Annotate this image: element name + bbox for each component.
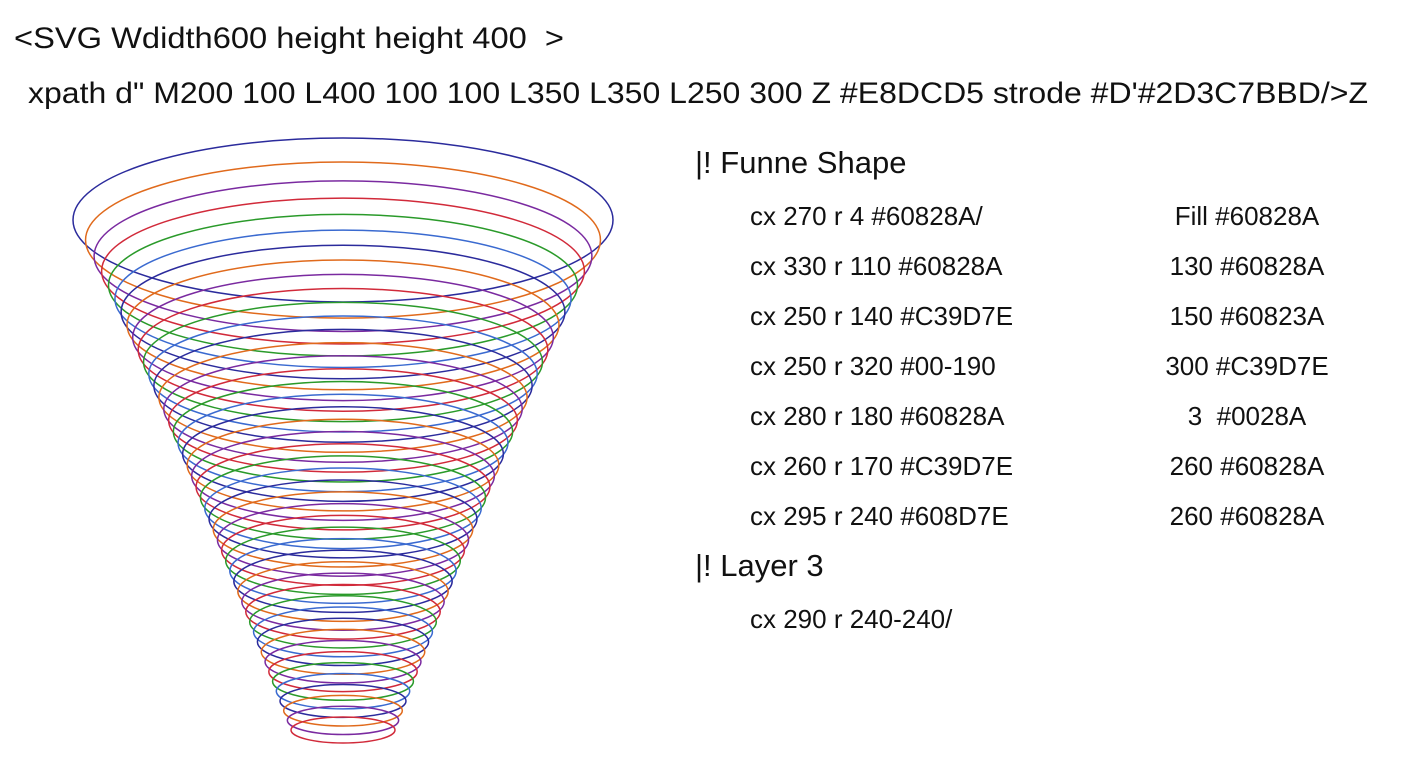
code-line: <SVG Wdidth600 height height 400 > — [14, 22, 564, 55]
funnel-ring — [120, 244, 566, 380]
row-right: 3 #0028A — [1188, 401, 1307, 431]
row-right: 260 #60828A — [1170, 501, 1325, 531]
row-left: cx 280 r 180 #60828A — [750, 401, 1005, 431]
funnel-ring — [252, 606, 434, 658]
funnel-ring — [114, 229, 572, 369]
row-right: 260 #60828A — [1170, 451, 1325, 481]
funnel-ring — [245, 583, 441, 640]
funnel-ring — [204, 467, 482, 550]
funnel-ring — [126, 259, 560, 391]
funnel-ring — [220, 514, 466, 587]
funnel-ring — [131, 273, 555, 402]
funnel-ring — [93, 180, 593, 333]
funnel-ring — [84, 161, 602, 319]
funnel-ring — [216, 502, 470, 577]
funnel-ring — [167, 367, 519, 473]
funnel-ring — [237, 560, 449, 623]
funnel-ring — [268, 650, 418, 693]
funnel-ring — [212, 491, 474, 568]
funnel — [72, 137, 614, 744]
row-left: cx 250 r 140 #C39D7E — [750, 301, 1013, 331]
funnel-ring — [241, 572, 445, 632]
funnel-ring — [163, 355, 523, 464]
row-left: cx 250 r 320 #00-190 — [750, 351, 996, 381]
row-right: 300 #C39D7E — [1165, 351, 1328, 381]
funnel-ring — [142, 301, 544, 423]
funnel-ring — [186, 418, 500, 512]
funnel-ring — [100, 197, 586, 345]
row-right: 150 #60823A — [1170, 301, 1325, 331]
funnel-ring — [195, 443, 491, 531]
funnel-ring — [271, 661, 415, 701]
row-right: Fill #60828A — [1175, 201, 1320, 231]
row-left: cx 270 r 4 #60828A/ — [750, 201, 983, 231]
funnel-ring — [286, 705, 400, 736]
section-title: |! Funne Shape — [695, 145, 906, 180]
row-right: 130 #60828A — [1170, 251, 1325, 281]
funnel-ring — [256, 617, 430, 667]
funnel-ring — [137, 287, 549, 412]
funnel-ring — [208, 479, 478, 559]
funnel-ring — [172, 380, 514, 483]
funnel-ring — [290, 716, 396, 744]
section-title: |! Layer 3 — [695, 548, 824, 583]
funnel-ring — [264, 639, 422, 684]
funnel-ring — [190, 430, 496, 522]
code-line: xpath d" M200 100 L400 100 100 L350 L350… — [28, 77, 1368, 110]
funnel-ring — [248, 595, 438, 649]
funnel-ring — [153, 328, 533, 443]
funnel-ring — [282, 694, 404, 727]
row-left: cx 290 r 240-240/ — [750, 604, 953, 634]
row-left: cx 330 r 110 #60828A — [750, 251, 1003, 281]
funnel-ring — [229, 537, 457, 605]
funnel-ring — [275, 672, 411, 710]
row-left: cx 260 r 170 #C39D7E — [750, 451, 1013, 481]
row-left: cx 295 r 240 #608D7E — [750, 501, 1009, 531]
funnel-ring — [158, 341, 528, 454]
funnel-ring — [181, 406, 505, 503]
funnel-ring — [233, 549, 453, 614]
funnel-ring — [224, 526, 462, 596]
